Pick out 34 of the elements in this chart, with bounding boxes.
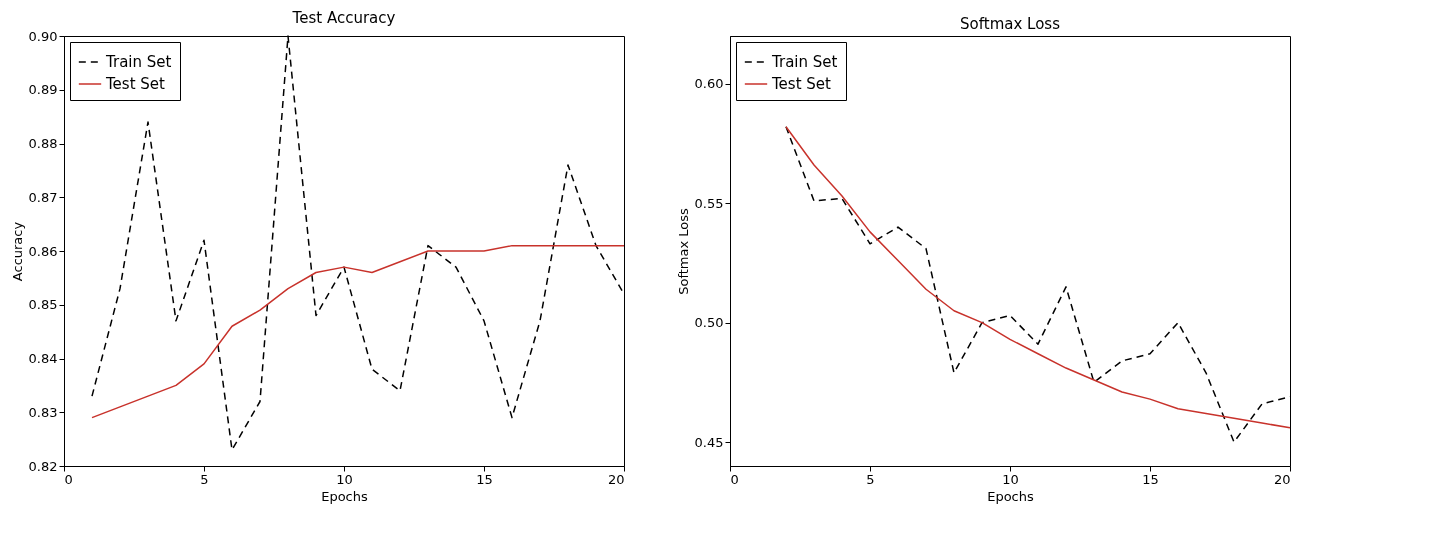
y-tick-label: 0.50 (694, 315, 724, 331)
y-axis-title: Softmax Loss (675, 207, 691, 295)
y-tick-label: 0.88 (28, 136, 58, 151)
x-axis-title: Epochs (321, 488, 369, 504)
y-axis-title: Accuracy (9, 221, 25, 282)
y-tick-label: 0.85 (28, 297, 58, 313)
legend-label: Test Set (105, 75, 166, 93)
x-tick-label: 20 (1273, 471, 1291, 487)
x-tick-label: 0 (730, 471, 739, 487)
y-tick-label: 0.87 (28, 189, 58, 205)
y-tick-label: 0.86 (28, 243, 58, 259)
y-tick-label: 0.83 (28, 404, 58, 420)
x-tick-label: 0 (64, 471, 73, 487)
y-tick-label: 0.60 (694, 76, 724, 92)
y-tick-label: 0.90 (28, 28, 58, 44)
x-tick-label: 5 (866, 471, 875, 487)
x-tick-label: 15 (476, 471, 493, 487)
y-tick-label: 0.45 (694, 434, 724, 450)
legend-label: Train Set (771, 53, 838, 71)
x-tick-label: 10 (336, 471, 353, 487)
chart-title: Softmax Loss (960, 15, 1061, 33)
y-tick-label: 0.89 (28, 82, 58, 98)
chart-title: Test Accuracy (291, 9, 396, 27)
legend-label: Test Set (771, 75, 832, 93)
y-tick-label: 0.82 (28, 458, 58, 474)
x-tick-label: 10 (1002, 471, 1019, 487)
line-series (91, 244, 625, 419)
x-axis-title: Epochs (987, 488, 1035, 504)
legend-label: Train Set (105, 53, 172, 71)
y-tick-label: 0.84 (28, 351, 58, 366)
x-tick-label: 15 (1142, 471, 1159, 487)
y-tick-label: 0.55 (694, 195, 724, 211)
x-tick-label: 5 (200, 471, 209, 487)
x-tick-label: 20 (607, 471, 625, 487)
